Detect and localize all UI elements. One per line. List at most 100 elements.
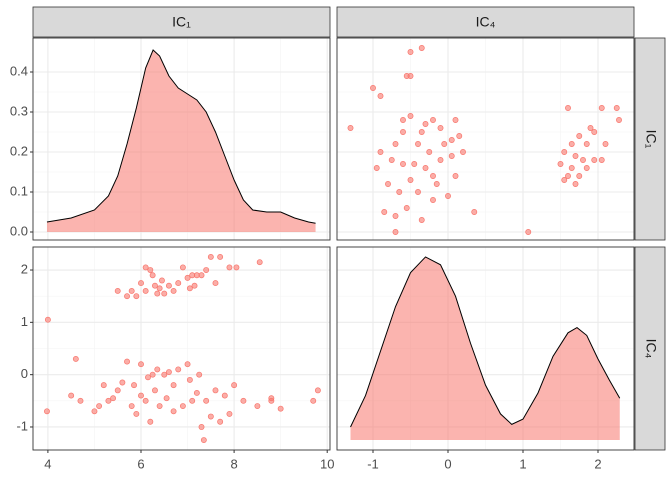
point	[138, 392, 144, 399]
x-tick-label: 0	[444, 456, 451, 471]
point	[96, 403, 103, 410]
point	[124, 293, 130, 300]
point	[565, 173, 571, 179]
y-tick-label: 0.2	[10, 143, 28, 158]
point	[587, 125, 594, 131]
x-tick-label: 1	[519, 456, 526, 471]
point	[385, 181, 391, 187]
point	[212, 387, 219, 394]
point	[613, 105, 620, 111]
point	[256, 259, 263, 266]
row-label: IC₁	[643, 130, 659, 149]
point	[418, 129, 425, 135]
point	[400, 129, 406, 135]
x-tick-label: 6	[137, 456, 144, 471]
point	[388, 157, 395, 163]
point	[418, 217, 425, 223]
column-label: IC₁	[172, 14, 191, 30]
point	[448, 153, 455, 159]
point	[381, 209, 388, 215]
point	[373, 165, 380, 171]
point	[133, 410, 140, 417]
point	[616, 117, 622, 123]
point	[437, 157, 444, 163]
point	[184, 274, 191, 281]
point	[77, 397, 84, 404]
panel-border	[32, 37, 331, 241]
x-tick-label: -1	[367, 456, 379, 471]
panel-border	[32, 246, 331, 451]
y-tick-label: 1	[21, 314, 28, 329]
y-tick-label: 0.4	[10, 63, 28, 78]
strip	[32, 6, 331, 38]
point	[430, 197, 436, 203]
y-tick-label: 0.3	[10, 103, 28, 118]
point	[217, 418, 224, 425]
point	[186, 376, 193, 383]
point	[370, 85, 376, 91]
point	[580, 157, 586, 163]
point	[196, 371, 203, 378]
point	[184, 361, 191, 368]
point	[175, 280, 182, 287]
point	[448, 137, 455, 143]
point	[576, 173, 583, 179]
point	[226, 410, 233, 417]
point	[179, 264, 186, 271]
point	[591, 129, 598, 135]
y-tick-label: -1	[16, 418, 28, 433]
point	[422, 121, 429, 127]
point	[154, 366, 161, 373]
point	[403, 73, 410, 79]
panel	[336, 246, 635, 451]
point	[142, 287, 149, 294]
point	[433, 181, 440, 187]
point	[203, 267, 210, 273]
point	[422, 165, 429, 171]
point	[147, 267, 154, 273]
point	[568, 141, 575, 147]
panel-border	[336, 37, 635, 241]
panel	[32, 37, 331, 241]
density-area	[350, 256, 620, 441]
point	[44, 408, 50, 415]
y-tick-label: 0.0	[10, 223, 28, 238]
point	[602, 141, 609, 147]
point	[400, 161, 406, 167]
point	[145, 374, 151, 381]
point	[128, 403, 135, 410]
point	[437, 125, 444, 131]
point	[72, 356, 79, 362]
point	[221, 392, 228, 399]
point	[133, 293, 140, 300]
density-line	[46, 49, 316, 224]
point	[452, 173, 459, 179]
point	[226, 264, 233, 271]
density-area	[46, 50, 316, 232]
strip	[336, 6, 635, 38]
point	[142, 264, 149, 271]
y-tick-label: 0.1	[10, 183, 28, 198]
y-tick-label: 0	[21, 366, 28, 381]
point	[138, 361, 144, 368]
panel-border	[336, 246, 635, 451]
point	[598, 157, 605, 163]
point	[456, 133, 463, 139]
x-tick-label: 4	[44, 456, 51, 471]
point	[430, 117, 436, 123]
point	[200, 437, 207, 444]
point	[445, 193, 451, 199]
row-label: IC₄	[643, 339, 659, 359]
point	[392, 229, 399, 235]
point	[175, 366, 182, 373]
point	[119, 379, 126, 386]
point	[156, 403, 163, 410]
strip	[634, 37, 666, 241]
point	[100, 382, 107, 389]
point	[557, 161, 564, 167]
point	[207, 253, 214, 260]
point	[407, 177, 414, 183]
density-line	[350, 256, 621, 428]
point	[460, 149, 466, 155]
